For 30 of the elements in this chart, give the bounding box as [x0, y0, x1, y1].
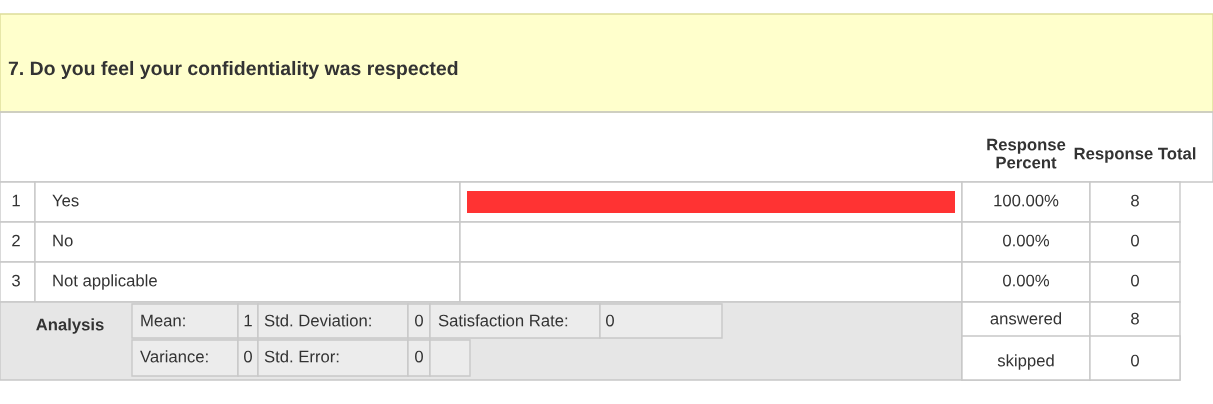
text: 8 [1131, 194, 1139, 207]
text: 0 [1131, 234, 1139, 247]
text: 1 [244, 314, 252, 327]
y-tick-label: No [53, 234, 73, 247]
text: 3 [12, 274, 20, 287]
text: 2 [12, 234, 20, 247]
text: Satisfaction Rate: [438, 314, 568, 327]
text: 0 [1131, 354, 1139, 367]
text: skipped [997, 354, 1054, 370]
text: 1 [12, 194, 20, 207]
text: 0 [1131, 274, 1139, 287]
text: Std. Error: [264, 350, 339, 363]
text: 0 [415, 350, 423, 363]
data-label: 0.00% [1003, 234, 1050, 247]
text: 0 [415, 314, 423, 327]
data-label: 0.00% [1003, 274, 1050, 287]
text: Mean: [141, 314, 185, 327]
text: Variance: [140, 350, 208, 363]
y-tick-label: Not applicable [53, 274, 157, 290]
y-tick-label: Yes [52, 194, 79, 207]
data-label: 100.00% [994, 194, 1059, 207]
text: Response Percent [987, 138, 1066, 169]
text: 0 [244, 350, 252, 363]
text: Analysis [36, 318, 104, 334]
text: 8 [1131, 312, 1139, 325]
text: Response Total [1074, 147, 1196, 163]
text: 7. Do you feel your confidentiality was respected [8, 60, 458, 80]
text: 0 [606, 314, 614, 327]
text: Std. Deviation: [264, 314, 371, 327]
text: answered [990, 312, 1062, 325]
